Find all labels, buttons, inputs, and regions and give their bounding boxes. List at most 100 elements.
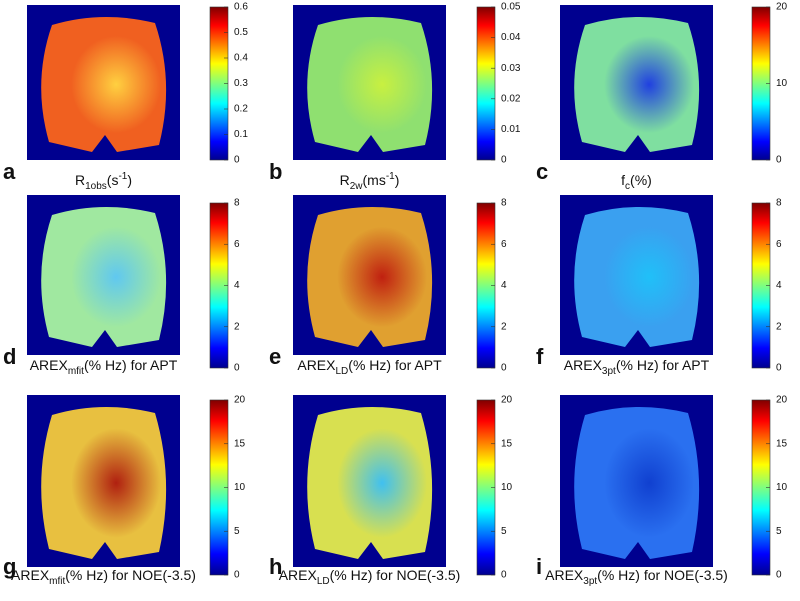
colorbar-tick-label: 6 (501, 239, 507, 250)
panel-label: AREXLD(% Hz) for APT (297, 357, 442, 377)
panel: 0 0.01 0.02 0.03 0.04 0.05 b R2w(ms-1) (269, 2, 521, 192)
colorbar-tick-label: 0.2 (234, 104, 248, 115)
colorbar-tick-label: 0 (501, 155, 507, 166)
panel-label: AREXmfit(% Hz) for NOE(-3.5) (11, 567, 196, 587)
brain-map (307, 16, 433, 152)
colorbar-tick-label: 0 (234, 155, 240, 166)
panel-label: AREX3pt(% Hz) for APT (564, 357, 710, 377)
label-part: ) (127, 172, 132, 188)
colorbar-tick-label: 4 (501, 280, 507, 291)
brain-map (41, 406, 167, 559)
colorbar-tick-label: 20 (501, 395, 513, 406)
panel-letter: c (536, 159, 548, 184)
colorbar-tick-label: 10 (501, 482, 513, 493)
colorbar-tick-label: 0 (501, 363, 507, 374)
panel-letter: e (269, 344, 281, 369)
label-part: mfit (68, 366, 84, 377)
label-part: (% Hz) for APT (616, 357, 710, 373)
label-part: 3pt (602, 366, 616, 377)
panel-letter: d (3, 344, 16, 369)
label-part: mfit (49, 576, 65, 587)
colorbar-tick-label: 10 (776, 78, 788, 89)
colorbar-tick-label: 2 (776, 321, 782, 332)
colorbar-tick-label: 2 (234, 321, 240, 332)
label-part: f (621, 172, 625, 188)
colorbar-tick-label: 0.3 (234, 78, 248, 89)
colorbar-tick-label: 5 (234, 526, 240, 537)
panel: 0 2 4 6 8 d AREXmfit(% Hz) for APT (3, 195, 240, 377)
panel-letter: i (536, 554, 542, 579)
label-part: AREX (297, 357, 336, 373)
colorbar-tick-label: 10 (776, 482, 788, 493)
colorbar-tick-label: 15 (776, 438, 788, 449)
colorbar-tick-label: 0 (776, 363, 782, 374)
label-part: (% Hz) for APT (84, 357, 178, 373)
colorbar-tick-label: 0 (234, 570, 240, 581)
label-part: 1obs (85, 181, 107, 192)
label-part: AREX (30, 357, 69, 373)
colorbar-tick-label: 15 (501, 438, 513, 449)
panel-label: R1obs(s-1) (75, 171, 132, 192)
colorbar-tick-label: 0.6 (234, 2, 248, 13)
label-part: (s (107, 172, 119, 188)
panel-label: AREXLD(% Hz) for NOE(-3.5) (279, 567, 461, 587)
panel-letter: g (3, 554, 16, 579)
label-part: -1 (386, 171, 395, 182)
label-part: 3pt (583, 576, 597, 587)
colorbar-tick-label: 0 (776, 570, 782, 581)
colorbar-tick-label: 15 (234, 438, 246, 449)
panel-label: AREX3pt(% Hz) for NOE(-3.5) (545, 567, 728, 587)
brain-map (574, 406, 700, 559)
panel-letter: b (269, 159, 282, 184)
colorbar-tick-label: 0 (501, 570, 507, 581)
colorbar-tick-label: 0.1 (234, 129, 248, 140)
colorbar-tick-label: 5 (501, 526, 507, 537)
colorbar-tick-label: 0.02 (501, 93, 521, 104)
colorbar-tick-label: 8 (776, 198, 782, 209)
colorbar-tick-label: 8 (234, 198, 240, 209)
colorbar-tick-label: 20 (234, 395, 246, 406)
label-part: LD (335, 366, 348, 377)
colorbar-tick-label: 20 (776, 395, 788, 406)
label-part: R (75, 172, 85, 188)
label-part: (%) (630, 172, 652, 188)
panel: 0 0.1 0.2 0.3 0.4 0.5 0.6 a R1obs(s-1) (3, 2, 248, 192)
brain-map (574, 16, 700, 152)
panel-label: AREXmfit(% Hz) for APT (30, 357, 178, 377)
panel: 0 2 4 6 8 e AREXLD(% Hz) for APT (269, 195, 507, 377)
colorbar-tick-label: 0.4 (234, 53, 248, 64)
label-part: 2w (350, 181, 364, 192)
colorbar-tick-label: 10 (234, 482, 246, 493)
colorbar-tick-label: 2 (501, 321, 507, 332)
colorbar (476, 6, 496, 161)
panel-label: fc(%) (621, 172, 652, 192)
panel-letter: f (536, 344, 544, 369)
panel-letter: a (3, 159, 16, 184)
colorbar-tick-label: 6 (776, 239, 782, 250)
label-part: LD (317, 576, 330, 587)
label-part: (% Hz) for NOE(-3.5) (65, 567, 196, 583)
colorbar-tick-label: 5 (776, 526, 782, 537)
label-part: (% Hz) for NOE(-3.5) (330, 567, 461, 583)
label-part: AREX (564, 357, 603, 373)
colorbar-tick-label: 0.04 (501, 32, 521, 43)
label-part: AREX (545, 567, 584, 583)
label-part: AREX (279, 567, 318, 583)
colorbar-tick-label: 6 (234, 239, 240, 250)
colorbar-tick-label: 0.01 (501, 124, 521, 135)
label-part: R (340, 172, 350, 188)
brain-map (41, 16, 167, 152)
colorbar-tick-label: 4 (234, 280, 240, 291)
colorbar-tick-label: 20 (776, 2, 788, 13)
label-part: -1 (118, 171, 127, 182)
colorbar-tick-label: 0 (234, 363, 240, 374)
brain-map (307, 206, 433, 347)
panel-letter: h (269, 554, 282, 579)
brain-map (307, 406, 433, 559)
colorbar-tick-label: 0.5 (234, 27, 248, 38)
label-part: c (625, 181, 630, 192)
panel: 0 2 4 6 8 f AREX3pt(% Hz) for APT (536, 195, 782, 377)
label-part: ) (395, 172, 400, 188)
